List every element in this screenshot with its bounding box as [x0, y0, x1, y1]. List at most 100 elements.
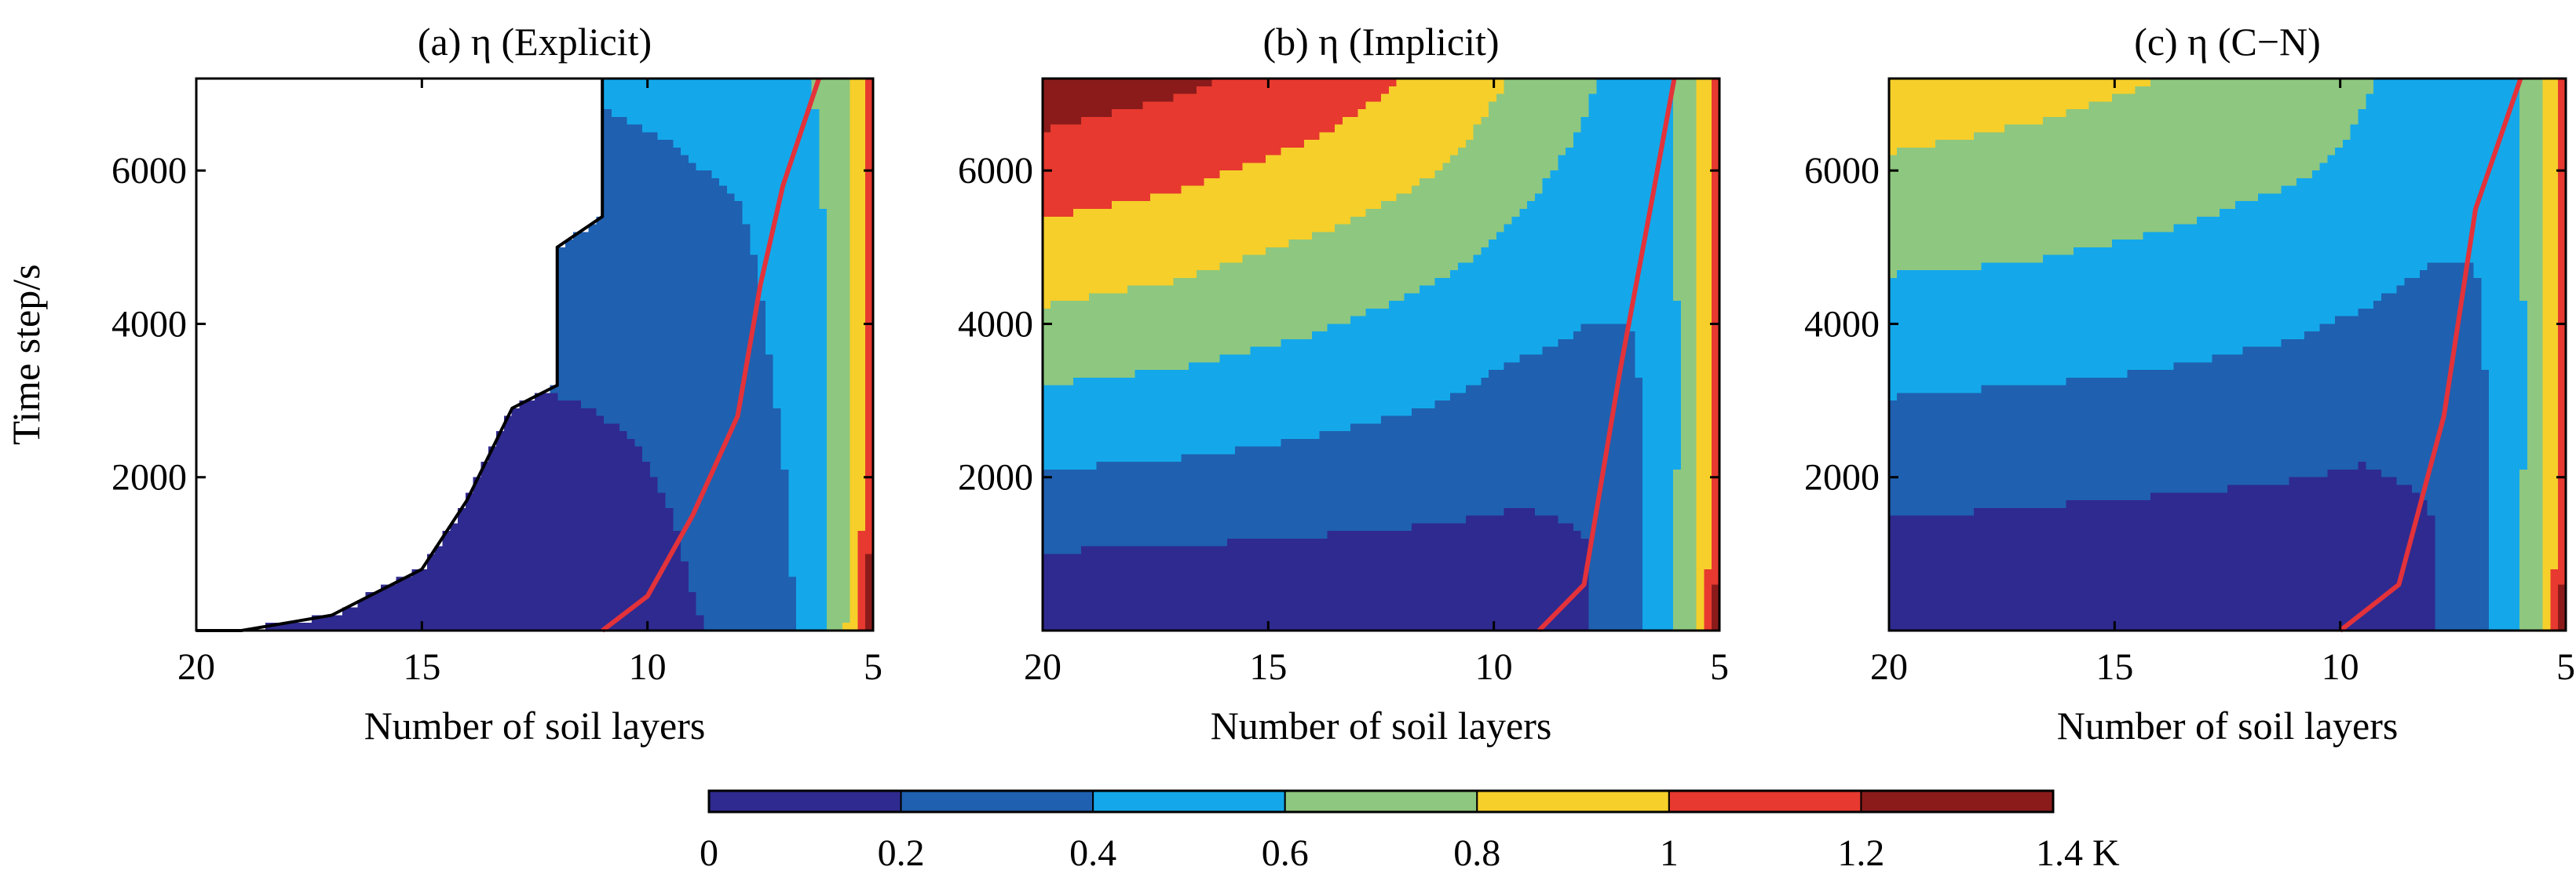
contour-cell — [665, 216, 674, 225]
contour-cell — [480, 561, 489, 570]
contour-cell — [857, 109, 866, 118]
contour-cell — [1211, 592, 1220, 601]
contour-cell — [535, 623, 543, 631]
contour-cell — [681, 301, 689, 309]
contour-cell — [719, 500, 728, 509]
contour-cell — [1204, 155, 1213, 163]
contour-cell — [1080, 324, 1090, 332]
contour-cell — [1096, 362, 1105, 371]
contour-cell — [819, 208, 828, 218]
contour-cell — [527, 576, 535, 586]
contour-cell — [750, 109, 758, 118]
contour-cell — [711, 155, 720, 163]
contour-cell — [681, 124, 689, 133]
contour-cell — [719, 569, 728, 578]
contour-cell — [1119, 592, 1128, 601]
contour-cell — [1142, 101, 1151, 110]
contour-cell — [565, 507, 574, 517]
contour-cell — [1135, 523, 1143, 532]
contour-cell — [1181, 109, 1189, 118]
contour-cell — [496, 584, 505, 593]
contour-cell — [835, 599, 843, 609]
contour-cell — [1150, 124, 1159, 133]
contour-cell — [773, 293, 782, 302]
contour-cell — [811, 116, 820, 126]
contour-cell — [1065, 247, 1074, 256]
contour-cell — [750, 546, 758, 554]
contour-cell — [1104, 454, 1113, 463]
contour-cell — [465, 531, 474, 539]
contour-cell — [1142, 224, 1151, 232]
contour-cell — [850, 285, 859, 294]
contour-cell — [1104, 623, 1113, 631]
contour-cell — [827, 507, 835, 517]
contour-cell — [711, 500, 720, 509]
contour-cell — [1157, 324, 1167, 332]
contour-cell — [681, 208, 689, 218]
contour-cell — [373, 599, 382, 609]
contour-cell — [1119, 531, 1128, 539]
contour-cell — [765, 370, 774, 379]
contour-cell — [1189, 285, 1197, 294]
contour-cell — [773, 224, 782, 232]
contour-cell — [734, 86, 744, 95]
contour-cell — [1104, 615, 1113, 624]
contour-cell — [665, 454, 674, 463]
contour-cell — [1204, 385, 1213, 393]
contour-cell — [611, 193, 620, 202]
contour-cell — [1127, 224, 1136, 232]
contour-cell — [642, 385, 651, 393]
contour-cell — [411, 607, 420, 616]
contour-cell — [1065, 132, 1074, 141]
contour-cell — [857, 485, 866, 493]
contour-cell — [1119, 86, 1128, 95]
contour-cell — [703, 623, 712, 631]
contour-cell — [1112, 301, 1120, 309]
contour-cell — [773, 247, 782, 256]
contour-cell — [842, 247, 851, 256]
contour-cell — [750, 124, 758, 133]
contour-cell — [611, 270, 620, 279]
contour-cell — [488, 546, 497, 554]
contour-cell — [1150, 500, 1159, 509]
contour-cell — [1204, 584, 1213, 593]
contour-cell — [1204, 185, 1213, 195]
contour-cell — [342, 615, 351, 624]
contour-cell — [649, 362, 659, 371]
contour-cell — [649, 163, 659, 171]
contour-cell — [742, 331, 751, 340]
contour-cell — [1043, 423, 1051, 432]
contour-cell — [1165, 462, 1175, 470]
contour-cell — [1112, 247, 1120, 256]
contour-cell — [703, 446, 712, 455]
contour-cell — [1142, 86, 1151, 95]
contour-cell — [857, 584, 866, 593]
contour-cell — [1050, 531, 1059, 539]
contour-cell — [1080, 240, 1090, 248]
contour-cell — [496, 507, 505, 517]
contour-cell — [1043, 262, 1051, 271]
contour-cell — [850, 623, 859, 631]
contour-cell — [665, 109, 674, 118]
contour-cell — [1073, 623, 1082, 631]
contour-cell — [611, 247, 620, 256]
contour-cell — [726, 277, 736, 287]
contour-cell — [673, 79, 681, 87]
contour-cell — [857, 599, 866, 609]
contour-cell — [503, 592, 513, 601]
contour-cell — [1150, 201, 1159, 210]
contour-cell — [1157, 554, 1167, 562]
contour-cell — [458, 523, 466, 532]
contour-cell — [1058, 377, 1066, 386]
contour-cell — [1189, 408, 1197, 417]
contour-cell — [857, 408, 866, 417]
contour-cell — [1196, 500, 1205, 509]
contour-cell — [1127, 477, 1136, 486]
contour-cell — [1112, 232, 1120, 240]
contour-cell — [627, 431, 635, 440]
contour-cell — [1135, 185, 1143, 195]
contour-cell — [750, 623, 758, 631]
contour-cell — [657, 576, 667, 586]
contour-cell — [827, 576, 835, 586]
contour-cell — [511, 485, 521, 493]
